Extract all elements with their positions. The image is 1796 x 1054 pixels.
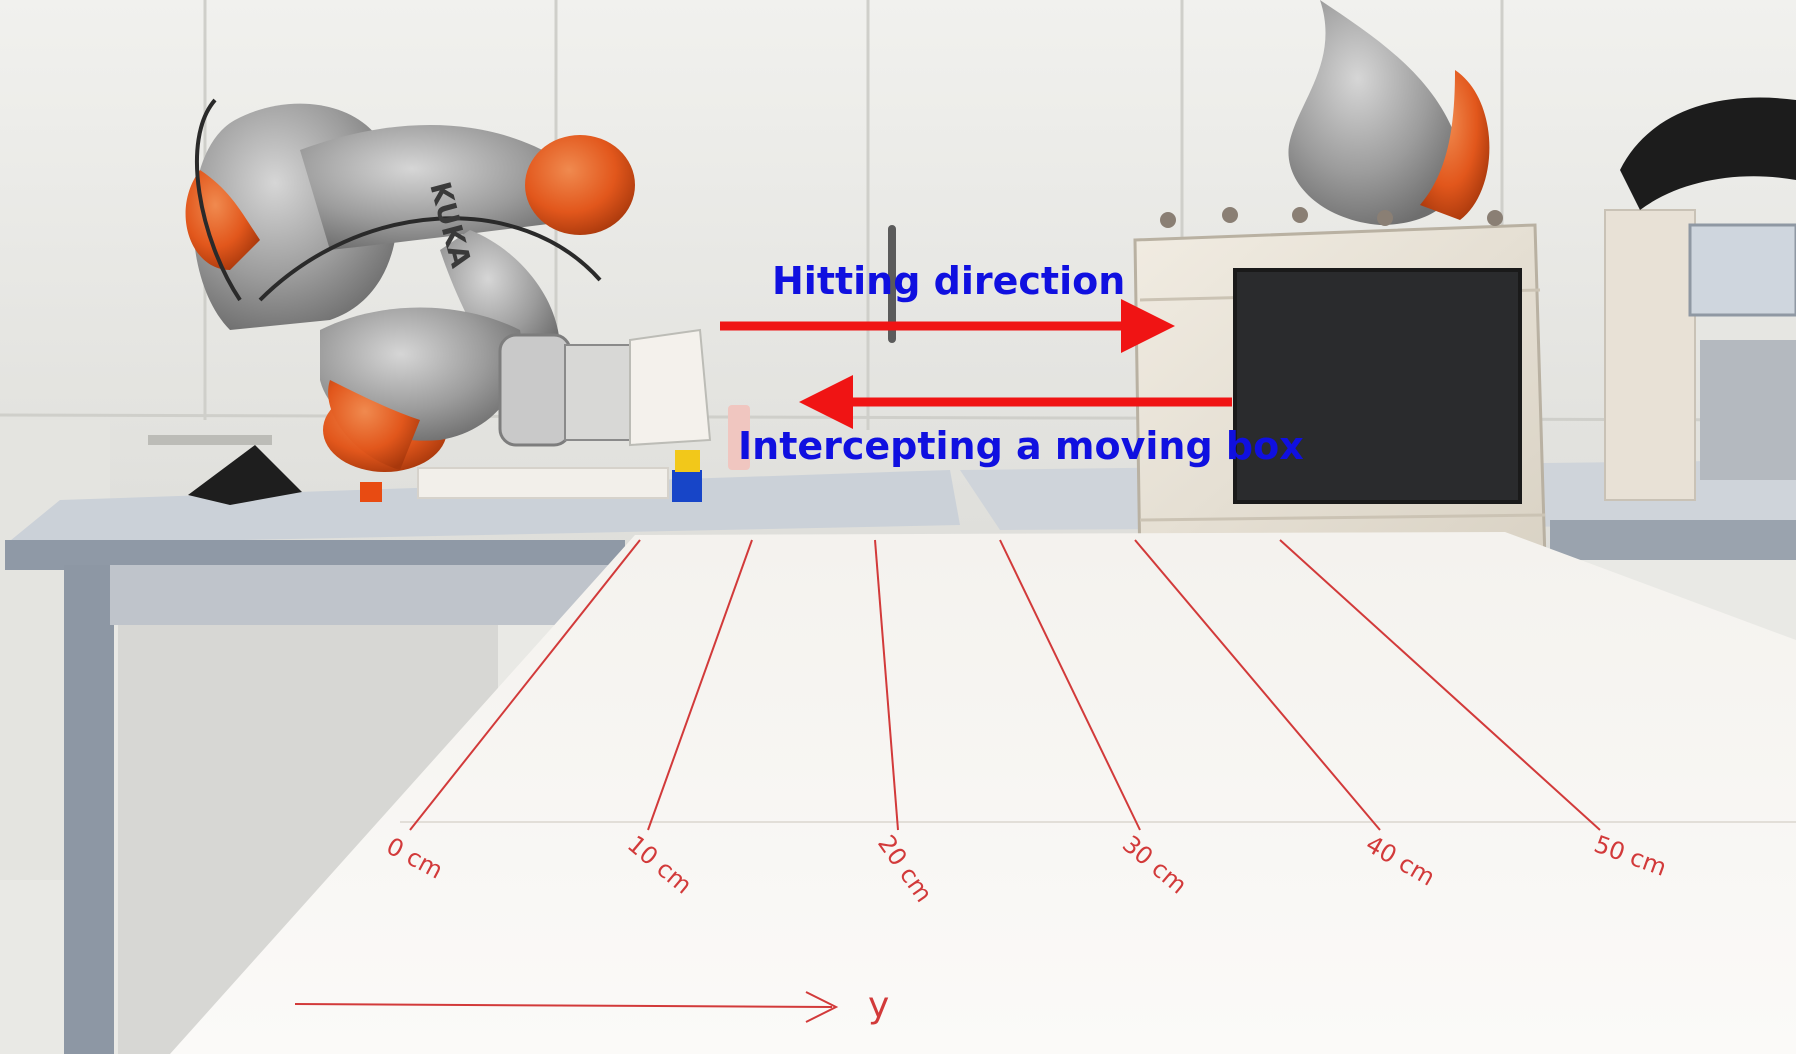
equipment-base: [1700, 340, 1796, 480]
hitting-direction-caption: Hitting direction: [772, 259, 1126, 303]
yellow-block: [675, 450, 700, 472]
equipment-cables: [1620, 97, 1796, 210]
moving-box: [1133, 207, 1547, 572]
robot-table-top: [5, 470, 960, 545]
equipment-screen: [1688, 223, 1796, 317]
far-table-edge: [1550, 520, 1796, 560]
distance-lines: [409, 539, 1601, 831]
foreground-table: [170, 532, 1796, 1054]
pink-bottle: [728, 405, 750, 470]
y-axis-arrowhead: [805, 991, 839, 1023]
kuka-robot-arm: [185, 98, 712, 472]
orange-block: [360, 482, 382, 502]
y-axis-label: y: [868, 985, 890, 1026]
blue-block: [672, 470, 702, 502]
equipment-stand: [1604, 209, 1696, 501]
white-base-plate: [417, 467, 669, 499]
y-axis-arrow: [294, 1003, 833, 1008]
cabinet-handle: [888, 225, 896, 343]
second-robot-arm: [1288, 0, 1490, 225]
black-pyramid: [188, 445, 302, 505]
under-table-shelf: [110, 565, 610, 625]
robot-table-leg: [64, 565, 114, 1054]
intercepting-box-caption: Intercepting a moving box: [738, 424, 1304, 468]
drawer-handle: [148, 435, 272, 445]
